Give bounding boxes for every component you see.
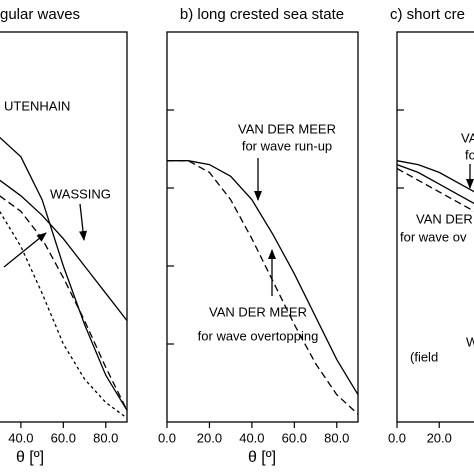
panel-title: gular waves [0, 6, 80, 23]
line-series [396, 167, 474, 212]
annotation: VA [461, 130, 474, 145]
x-tick-label: 40.0 [8, 430, 33, 445]
line-series [396, 160, 474, 193]
annotation: for wave overtopping [198, 328, 319, 343]
x-tick-label: 20.0 [427, 430, 452, 445]
annotation: for wave run-up [242, 138, 332, 153]
annotation: (field [410, 349, 438, 364]
x-tick-label: 0.0 [158, 430, 176, 445]
plot-frame [396, 31, 474, 423]
x-tick-label: 60.0 [51, 430, 76, 445]
panel-title: c) short cre [390, 6, 465, 23]
line-series [167, 160, 359, 415]
arrow [79, 203, 87, 241]
annotation: for wave ov [400, 229, 467, 244]
line-series [0, 211, 128, 419]
x-tick-label: 20.0 [197, 430, 222, 445]
line-series [0, 179, 128, 321]
line-series [0, 195, 128, 411]
x-tick-label: 60.0 [282, 430, 307, 445]
annotation: VAN DER MEER [238, 121, 336, 136]
x-tick-label: 0.0 [388, 430, 406, 445]
plot-frame [166, 31, 359, 423]
annotation: UTENHAIN [4, 98, 70, 113]
annotation: W [466, 334, 474, 349]
line-series [167, 160, 359, 396]
x-axis-label: θ [º] [16, 449, 44, 466]
annotation: for [465, 147, 474, 162]
line-series [0, 136, 128, 411]
arrow [3, 232, 47, 268]
panel-title: b) long crested sea state [180, 6, 344, 23]
x-axis-label: θ [º] [248, 449, 276, 466]
annotation: WASSING [50, 186, 111, 201]
x-tick-label: 80.0 [324, 430, 349, 445]
annotation: VAN DER [416, 211, 473, 226]
line-series [396, 163, 474, 205]
x-tick-label: 80.0 [93, 430, 118, 445]
arrows [3, 158, 474, 296]
annotation: VAN DER MEER [209, 304, 307, 319]
x-tick-label: 40.0 [239, 430, 264, 445]
plot-frame [0, 31, 128, 423]
